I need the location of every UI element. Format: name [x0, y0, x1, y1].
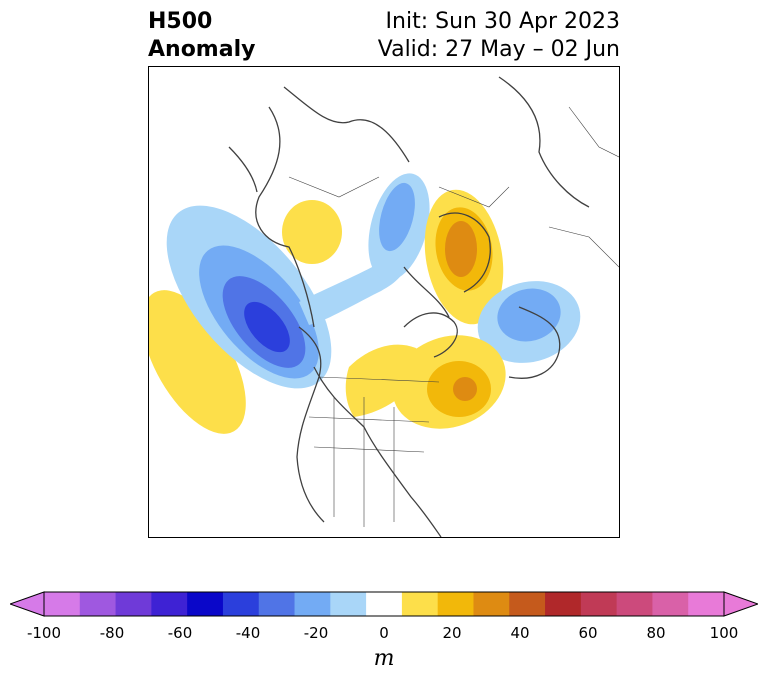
colorbar-cell	[652, 592, 689, 616]
colorbar-cell	[509, 592, 546, 616]
colorbar-under-triangle	[10, 591, 45, 617]
negative-anomaly-gulf-alaska	[166, 205, 332, 389]
colorbar-cell	[294, 592, 331, 616]
colorbar-tick-label: 20	[442, 624, 462, 642]
date-block: Init: Sun 30 Apr 2023 Valid: 27 May – 02…	[378, 8, 620, 64]
colorbar-cell	[222, 592, 260, 616]
anomaly-fields	[149, 173, 581, 434]
positive-anomaly-e-siberia	[282, 200, 342, 264]
colorbar-cell	[330, 592, 367, 616]
anomaly-map	[148, 66, 620, 538]
colorbar-tick-label: 40	[510, 624, 530, 642]
colorbar-tick-label: -100	[26, 624, 62, 642]
colorbar-cell	[616, 592, 653, 616]
colorbar-cell	[44, 592, 81, 616]
colorbar-tick-label: 100	[709, 624, 739, 642]
coastlines	[228, 76, 590, 537]
valid-date: Valid: 27 May – 02 Jun	[377, 37, 620, 62]
variable-title: H500	[148, 9, 213, 34]
colorbar-cell	[545, 592, 582, 616]
colorbar-cell	[258, 592, 296, 616]
colorbar-outline	[43, 591, 725, 617]
colorbar-cell	[688, 592, 725, 616]
colorbar-cell	[437, 592, 474, 616]
colorbar-tick-label: 80	[646, 624, 666, 642]
negative-anomaly-greenland	[477, 281, 581, 363]
anomaly-title: Anomaly	[148, 37, 256, 62]
colorbar-tick-label: -20	[303, 624, 329, 642]
positive-anomaly-scandinavia	[424, 189, 504, 325]
map-canvas	[149, 76, 619, 537]
init-date: Init: Sun 30 Apr 2023	[385, 9, 620, 34]
positive-anomaly-e-canada	[345, 335, 506, 429]
colorbar-cell	[366, 592, 403, 616]
colorbar-cells	[44, 592, 725, 616]
colorbar-cell	[79, 592, 117, 616]
colorbar-tick-label: 60	[578, 624, 598, 642]
colorbar-cell	[151, 592, 188, 616]
political-borders	[288, 106, 619, 527]
colorbar-cell	[187, 592, 224, 616]
colorbar-tick-label: -60	[167, 624, 193, 642]
positive-anomaly-ne-pacific	[149, 290, 246, 434]
colorbar-tick-label: -80	[99, 624, 125, 642]
colorbar-unit: m	[373, 646, 395, 671]
colorbar-tick-label: -40	[235, 624, 261, 642]
colorbar-cell	[580, 592, 618, 616]
colorbar-cell	[115, 592, 152, 616]
negative-anomaly-w-siberia	[368, 173, 430, 281]
colorbar-tick-label: 0	[379, 624, 389, 642]
map-title: H500 Anomaly	[148, 8, 255, 64]
colorbar-cell	[473, 592, 510, 616]
colorbar-over-triangle	[723, 591, 758, 617]
colorbar-cell	[401, 592, 439, 616]
colorbar	[10, 591, 758, 617]
